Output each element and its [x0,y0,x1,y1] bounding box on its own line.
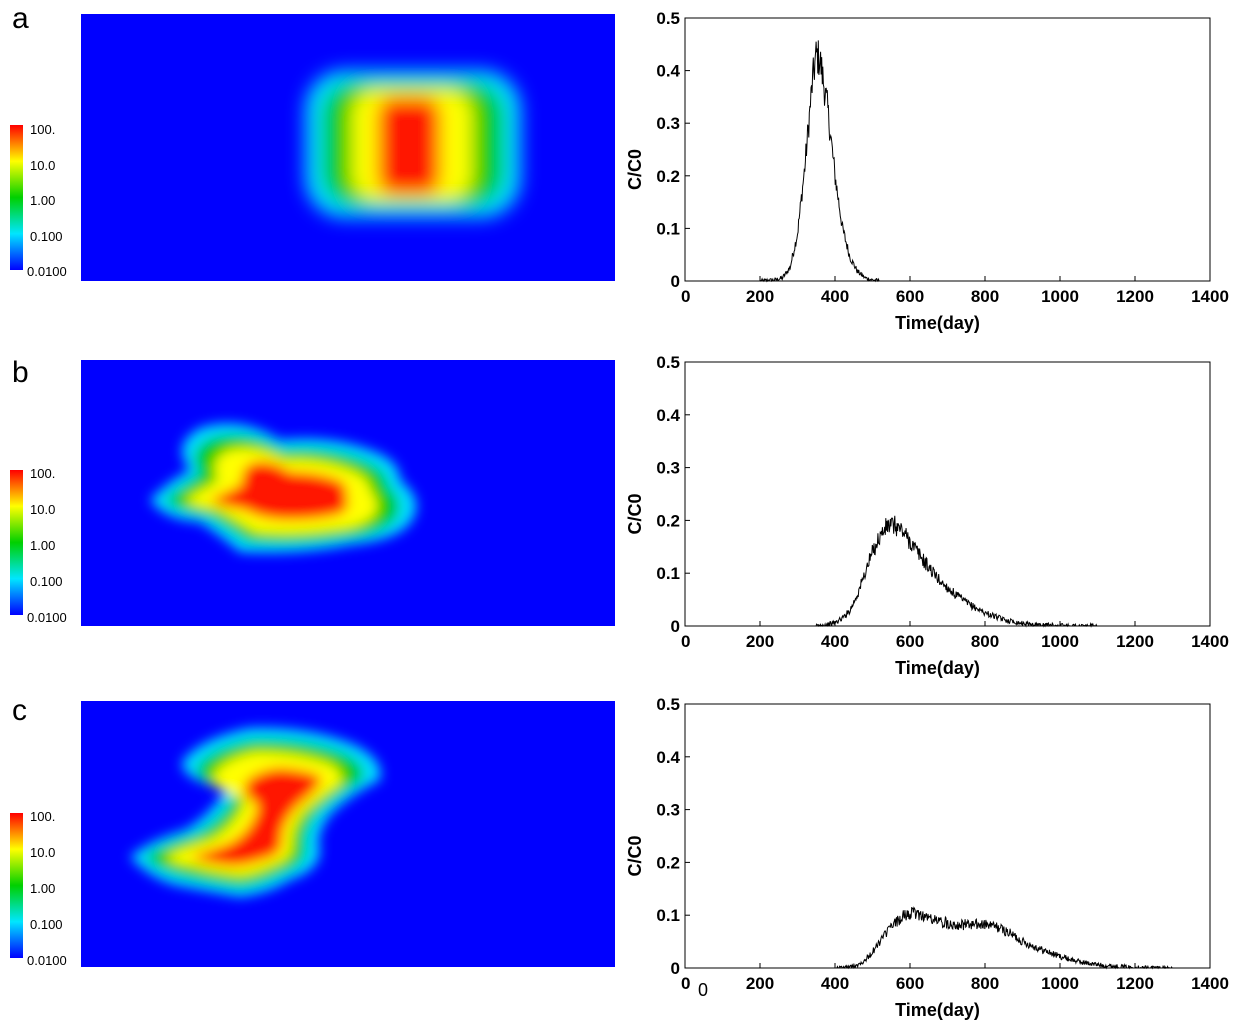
colorbar-c: 100. 10.0 1.00 0.100 0.0100 [10,809,67,968]
y-tick-label: 0.5 [656,695,680,714]
x-tick-label: 1400 [1191,632,1229,651]
x-tick-label: 800 [971,632,999,651]
x-tick-label: 200 [746,287,774,306]
x-tick-label: 1200 [1116,287,1154,306]
colorbar-a: 100. 10.0 1.00 0.100 0.0100 [10,122,67,279]
y-tick-label: 0.5 [656,353,680,372]
colorbar-label: 0.0100 [27,264,67,279]
x-tick-label: 200 [746,974,774,993]
y-tick-label: 0.5 [656,9,680,28]
x-axis-label: Time(day) [895,313,980,333]
x-tick-label: 0 [681,974,690,993]
x-tick-label: 200 [746,632,774,651]
plume-core [210,461,348,520]
panel-letter-b: b [12,356,29,389]
x-tick-label: 600 [896,632,924,651]
colorbar-label: 0.0100 [27,610,67,625]
plot-frame [684,361,1211,627]
breakthrough-chart-a: 0 200 400 600 800 1000 1200 1400 0 0.1 0.2 0.3 0.4 0.… [625,9,1229,333]
y-tick-label: 0 [671,959,680,978]
x-tick-label: 400 [821,287,849,306]
y-tick-label: 0.4 [656,62,680,81]
x-tick-label: 1000 [1041,632,1079,651]
series-line [685,906,1210,970]
x-tick-label: 1000 [1041,974,1079,993]
panel-b-field [81,360,615,626]
colorbar-label: 1.00 [30,881,55,896]
x-tick-label: 800 [971,974,999,993]
plot-frame [684,17,1211,282]
x-tick-label: 1200 [1116,974,1154,993]
breakthrough-chart-b: 0 200 400 600 800 1000 1200 1400 0 0.1 0.2 0.3 0.4 0.… [625,353,1229,678]
colorbar-label: 100. [30,809,55,824]
x-tick-label: 600 [896,974,924,993]
x-tick-label: 600 [896,287,924,306]
y-tick-label: 0.2 [656,853,680,872]
plume-core [190,768,322,866]
panel-a-field [81,14,615,281]
y-tick-label: 0.1 [656,219,680,238]
panel-letter-a: a [12,2,29,35]
x-tick-label: 400 [821,632,849,651]
y-axis-label: C/C0 [625,835,645,876]
y-tick-label: 0.3 [656,459,680,478]
x-tick-label: 0 [681,632,690,651]
colorbar-label: 0.100 [30,574,63,589]
plot-frame [684,703,1211,969]
y-tick-label: 0.1 [656,564,680,583]
y-axis-label: C/C0 [625,149,645,190]
colorbar-label: 100. [30,466,55,481]
colorbar-label: 10.0 [30,502,55,517]
x-tick-label: 400 [821,974,849,993]
x-axis-label: Time(day) [895,658,980,678]
y-tick-label: 0.2 [656,167,680,186]
x-tick-label: 1400 [1191,974,1229,993]
colorbar-label: 0.100 [30,229,63,244]
y-tick-label: 0.4 [656,748,680,767]
x-tick-label: 1200 [1116,632,1154,651]
panel-c-field [81,701,615,967]
y-tick-label: 0 [671,617,680,636]
y-tick-label: 0.2 [656,511,680,530]
x-tick-label: 1400 [1191,287,1229,306]
colorbar-label: 0.100 [30,917,63,932]
y-tick-label: 0 [671,272,680,291]
colorbar-label: 10.0 [30,158,55,173]
colorbar-label: 1.00 [30,538,55,553]
extra-axis-label: 0 [698,980,708,1000]
x-tick-label: 1000 [1041,287,1079,306]
y-tick-label: 0.3 [656,114,680,133]
colorbar-label: 1.00 [30,193,55,208]
colorbar-label: 10.0 [30,845,55,860]
plume-core [378,98,440,194]
colorbar-label: 100. [30,122,55,137]
series-line [685,40,1210,283]
x-tick-label: 800 [971,287,999,306]
x-axis-label: Time(day) [895,1000,980,1020]
y-axis-label: C/C0 [625,493,645,534]
field-background [81,701,615,967]
y-tick-label: 0.1 [656,906,680,925]
breakthrough-chart-c: 0 200 400 600 800 1000 1200 1400 0 0.1 0.2 0.3 0.4 0.… [625,695,1229,1020]
y-tick-label: 0.4 [656,406,680,425]
y-tick-label: 0.3 [656,801,680,820]
panel-letter-c: c [12,694,27,727]
x-tick-label: 0 [681,287,690,306]
colorbar-b: 100. 10.0 1.00 0.100 0.0100 [10,466,67,625]
series-line [685,515,1210,628]
colorbar-label: 0.0100 [27,953,67,968]
